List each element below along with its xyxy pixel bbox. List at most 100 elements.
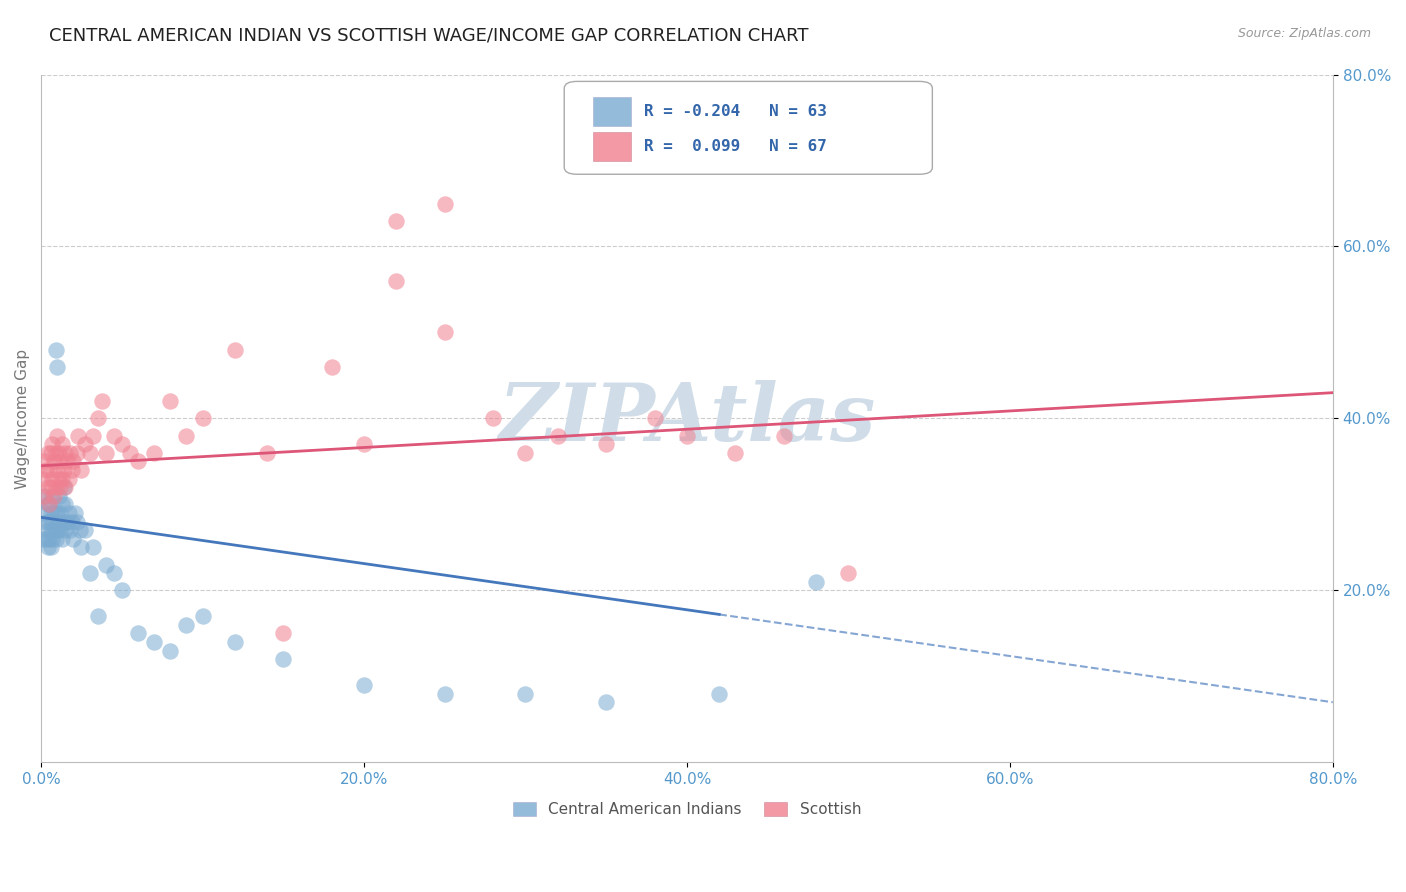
Point xyxy=(482,411,505,425)
Point xyxy=(224,343,246,357)
Point xyxy=(42,454,65,468)
Point xyxy=(49,480,72,494)
Point xyxy=(159,643,181,657)
Point xyxy=(46,428,69,442)
Point xyxy=(46,506,69,520)
Point xyxy=(39,446,62,460)
Point xyxy=(48,446,70,460)
Point xyxy=(39,523,62,537)
Point xyxy=(515,446,537,460)
Text: ZIPAtlas: ZIPAtlas xyxy=(498,380,876,458)
Point xyxy=(45,480,67,494)
Point xyxy=(709,687,731,701)
Point xyxy=(45,446,67,460)
Point xyxy=(48,489,70,503)
Point xyxy=(53,523,76,537)
Point xyxy=(41,515,63,529)
Point xyxy=(45,532,67,546)
Point xyxy=(59,523,82,537)
Point xyxy=(42,489,65,503)
Point xyxy=(515,687,537,701)
Point xyxy=(86,411,108,425)
Point xyxy=(53,480,76,494)
Point xyxy=(39,506,62,520)
Point xyxy=(38,463,60,477)
Point xyxy=(82,541,104,555)
Point xyxy=(41,489,63,503)
Point xyxy=(143,446,166,460)
Point xyxy=(45,343,67,357)
Point xyxy=(433,687,456,701)
Point xyxy=(804,574,827,589)
Point xyxy=(595,437,617,451)
Point xyxy=(60,463,83,477)
Point xyxy=(103,566,125,581)
Point xyxy=(31,472,53,486)
Point xyxy=(191,411,214,425)
Point xyxy=(52,463,75,477)
Point xyxy=(70,541,93,555)
Point xyxy=(772,428,794,442)
Point xyxy=(35,463,58,477)
Point xyxy=(58,506,80,520)
Point xyxy=(37,498,59,512)
Point xyxy=(48,472,70,486)
Point xyxy=(51,498,73,512)
Point xyxy=(385,213,408,227)
Point xyxy=(51,532,73,546)
Point xyxy=(53,446,76,460)
Point xyxy=(37,480,59,494)
Point xyxy=(35,515,58,529)
Text: R =  0.099   N = 67: R = 0.099 N = 67 xyxy=(644,138,827,153)
Point xyxy=(46,523,69,537)
Point xyxy=(59,446,82,460)
Point xyxy=(724,446,747,460)
Point xyxy=(35,532,58,546)
Text: R = -0.204   N = 63: R = -0.204 N = 63 xyxy=(644,104,827,120)
Point xyxy=(67,428,90,442)
Point xyxy=(118,446,141,460)
Point xyxy=(42,523,65,537)
Point xyxy=(111,583,134,598)
Point xyxy=(38,532,60,546)
Point xyxy=(31,532,53,546)
Point xyxy=(66,446,89,460)
Point xyxy=(38,498,60,512)
Point xyxy=(41,532,63,546)
Y-axis label: Wage/Income Gap: Wage/Income Gap xyxy=(15,349,30,489)
Point xyxy=(176,428,198,442)
Point xyxy=(56,454,79,468)
Point xyxy=(595,695,617,709)
Point xyxy=(353,678,375,692)
Point xyxy=(271,626,294,640)
Text: CENTRAL AMERICAN INDIAN VS SCOTTISH WAGE/INCOME GAP CORRELATION CHART: CENTRAL AMERICAN INDIAN VS SCOTTISH WAGE… xyxy=(49,27,808,45)
Point xyxy=(271,652,294,666)
Point xyxy=(143,635,166,649)
Point xyxy=(49,523,72,537)
Point xyxy=(91,394,114,409)
Point xyxy=(37,523,59,537)
Point xyxy=(79,566,101,581)
Point xyxy=(176,618,198,632)
Legend: Central American Indians, Scottish: Central American Indians, Scottish xyxy=(506,797,868,823)
Point xyxy=(111,437,134,451)
Point xyxy=(52,480,75,494)
Point xyxy=(34,489,56,503)
Point xyxy=(39,541,62,555)
Point xyxy=(837,566,859,581)
Point xyxy=(46,359,69,374)
Point xyxy=(37,446,59,460)
Point xyxy=(51,437,73,451)
Point xyxy=(69,523,91,537)
Point xyxy=(547,428,569,442)
Text: Source: ZipAtlas.com: Source: ZipAtlas.com xyxy=(1237,27,1371,40)
Point xyxy=(51,472,73,486)
Point xyxy=(34,506,56,520)
Point xyxy=(70,463,93,477)
Point xyxy=(38,515,60,529)
Point xyxy=(127,626,149,640)
Point xyxy=(41,472,63,486)
Point xyxy=(385,274,408,288)
Point xyxy=(94,446,117,460)
Point xyxy=(41,437,63,451)
